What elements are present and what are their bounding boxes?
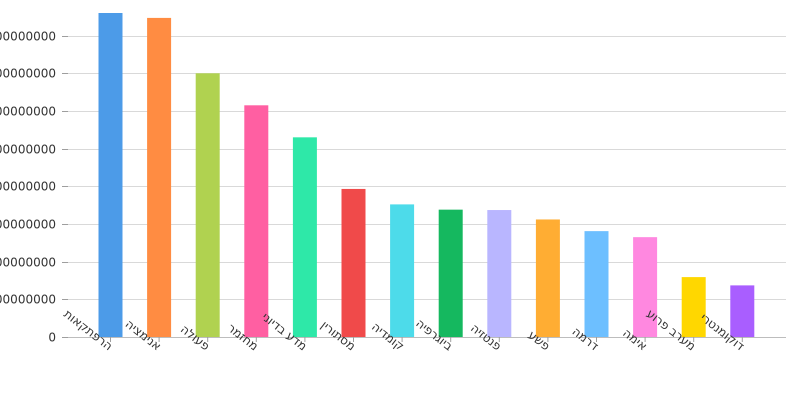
bar[interactable] [195, 73, 220, 337]
y-tick-label: 6000000000 [0, 105, 56, 119]
axis-layer [62, 36, 786, 342]
grid-layer [68, 36, 786, 300]
bar[interactable] [98, 13, 123, 337]
y-tick-label: 0 [48, 331, 56, 345]
y-tick-label: 1000000000 [0, 293, 56, 307]
bar[interactable] [681, 277, 706, 337]
y-tick-label: 4000000000 [0, 180, 56, 194]
bar[interactable] [438, 209, 463, 337]
bar[interactable] [390, 204, 415, 337]
y-tick-label: 2000000000 [0, 256, 56, 270]
y-tick-label: 3000000000 [0, 218, 56, 232]
bar[interactable] [244, 105, 269, 337]
y-axis-labels: 0 1000000000 2000000000 3000000000 400000000… [0, 30, 56, 345]
bar[interactable] [487, 210, 512, 337]
y-tick-label: 5000000000 [0, 143, 56, 157]
bar[interactable] [730, 285, 755, 337]
bar[interactable] [341, 188, 366, 337]
bars-layer [98, 13, 755, 338]
bar[interactable] [584, 231, 609, 337]
y-tick-label: 8000000000 [0, 30, 56, 44]
bar[interactable] [292, 137, 317, 337]
bar[interactable] [147, 17, 172, 338]
bar[interactable] [633, 237, 658, 337]
y-tick-label: 7000000000 [0, 67, 56, 81]
bar[interactable] [535, 219, 560, 337]
